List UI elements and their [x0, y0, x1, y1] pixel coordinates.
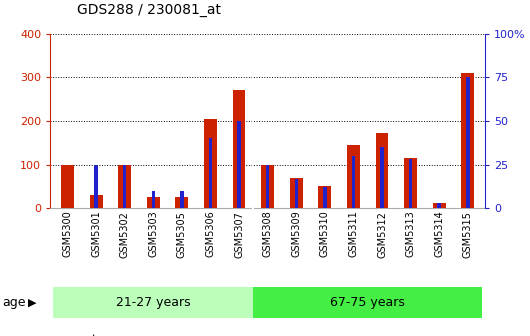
Text: GSM5307: GSM5307 — [234, 211, 244, 258]
Bar — [94, 165, 98, 208]
Bar — [61, 165, 74, 208]
Text: GSM5314: GSM5314 — [434, 211, 444, 257]
Bar — [295, 179, 298, 208]
Bar — [323, 187, 326, 208]
Bar — [461, 73, 474, 208]
Text: 67-75 years: 67-75 years — [330, 296, 405, 309]
Text: GSM5311: GSM5311 — [348, 211, 358, 257]
Text: GSM5312: GSM5312 — [377, 211, 387, 258]
Text: GSM5300: GSM5300 — [63, 211, 73, 257]
Bar — [409, 159, 412, 208]
Text: GSM5305: GSM5305 — [177, 211, 187, 258]
Bar — [261, 165, 274, 208]
Bar — [352, 156, 355, 208]
Bar — [466, 77, 470, 208]
Bar — [253, 287, 482, 318]
Bar — [118, 165, 131, 208]
Bar — [180, 191, 183, 208]
Text: GSM5301: GSM5301 — [91, 211, 101, 257]
Bar — [381, 147, 384, 208]
Bar — [404, 158, 417, 208]
Text: ▶: ▶ — [28, 297, 36, 307]
Bar — [233, 90, 245, 208]
Text: GSM5308: GSM5308 — [263, 211, 272, 257]
Text: GSM5306: GSM5306 — [206, 211, 216, 257]
Bar — [376, 133, 388, 208]
Bar — [437, 203, 441, 208]
Bar — [266, 165, 269, 208]
Bar — [175, 197, 188, 208]
Text: 21-27 years: 21-27 years — [116, 296, 191, 309]
Text: GSM5303: GSM5303 — [148, 211, 158, 257]
Text: GSM5315: GSM5315 — [463, 211, 473, 258]
Text: GSM5302: GSM5302 — [120, 211, 130, 258]
Bar — [53, 287, 253, 318]
Bar — [433, 203, 446, 208]
Bar — [290, 178, 303, 208]
Bar — [209, 138, 212, 208]
Bar — [147, 197, 160, 208]
Text: GSM5310: GSM5310 — [320, 211, 330, 257]
Bar — [90, 195, 102, 208]
Text: GSM5309: GSM5309 — [292, 211, 301, 257]
Bar — [204, 119, 217, 208]
Bar — [123, 165, 127, 208]
Bar — [319, 186, 331, 208]
Text: GSM5313: GSM5313 — [405, 211, 416, 257]
Text: count: count — [66, 334, 98, 336]
Text: age: age — [3, 296, 26, 309]
Bar — [152, 191, 155, 208]
Text: GDS288 / 230081_at: GDS288 / 230081_at — [77, 3, 221, 17]
Bar — [347, 145, 360, 208]
Bar — [237, 121, 241, 208]
